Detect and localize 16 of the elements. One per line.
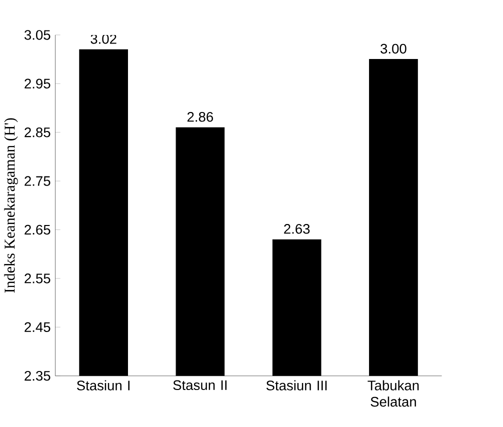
- x-tick-label: Stasiun III: [266, 380, 327, 390]
- y-tick-label: 2.35: [24, 371, 50, 381]
- x-tick-label: Stasiun I: [76, 380, 130, 390]
- x-tick-label: Stasun II: [173, 380, 227, 390]
- y-axis-title: Indeks Keanekaragaman (H'): [4, 118, 18, 293]
- y-tick-label: 2.65: [24, 224, 50, 235]
- y-tick-label: 2.55: [24, 274, 50, 284]
- x-tick-label: Tabukan Selatan: [368, 380, 419, 407]
- data-label: 3.00: [380, 44, 406, 54]
- data-label: 2.86: [187, 112, 214, 122]
- y-tick-label: 2.85: [24, 128, 50, 138]
- data-label: 2.63: [284, 224, 310, 234]
- y-tick-label: 2.95: [24, 78, 50, 89]
- y-tick-label: 3.05: [24, 30, 50, 40]
- y-tick-label: 2.45: [24, 322, 50, 332]
- y-tick-label: 2.75: [24, 176, 50, 186]
